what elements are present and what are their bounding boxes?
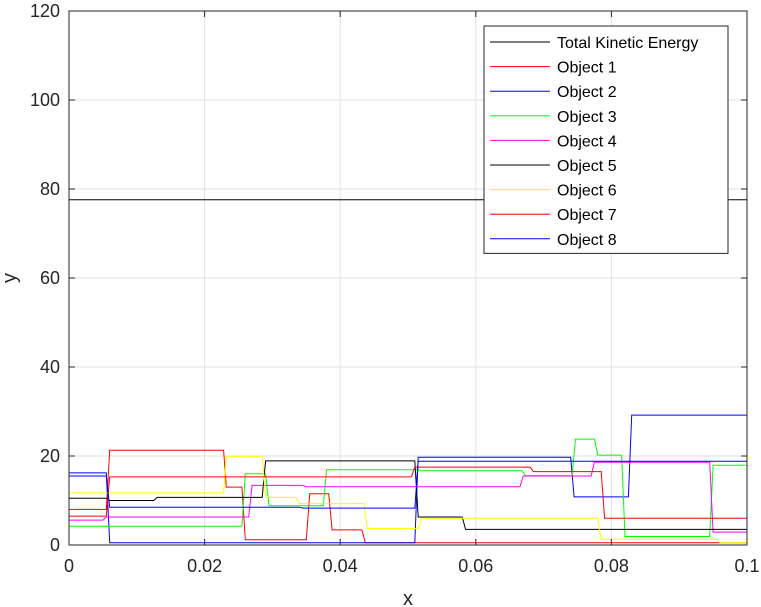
- series-line-1: [69, 449, 747, 544]
- series-line-4: [69, 461, 747, 533]
- series-line-6: [69, 455, 747, 544]
- x-tick-label: 0.08: [594, 556, 629, 576]
- series-line-2: [69, 414, 747, 544]
- y-tick-label: 120: [30, 1, 60, 21]
- legend-entry-label: Object 6: [557, 183, 617, 200]
- x-axis-label: x: [403, 588, 413, 607]
- legend-entry-label: Object 7: [557, 207, 617, 224]
- x-axis-ticks: 0 0.02 0.04 0.06 0.08 0.1: [64, 11, 760, 576]
- x-tick-label: 0.04: [323, 556, 358, 576]
- y-tick-label: 60: [40, 268, 60, 288]
- y-axis-label: y: [0, 273, 21, 283]
- y-axis-ticks: 0 20 40 60 80 100 120: [30, 1, 747, 555]
- x-tick-label: 0.06: [458, 556, 493, 576]
- series-line-8: [69, 460, 747, 509]
- legend-entry-label: Object 8: [557, 232, 617, 249]
- legend-entry-label: Object 2: [557, 84, 617, 101]
- x-tick-label: 0.1: [734, 556, 759, 576]
- y-tick-label: 80: [40, 179, 60, 199]
- y-tick-label: 100: [30, 90, 60, 110]
- legend-entry-label: Object 3: [557, 109, 617, 126]
- series-line-3: [69, 438, 747, 537]
- y-tick-label: 0: [50, 535, 60, 555]
- legend-entry-label: Object 1: [557, 60, 617, 77]
- x-tick-label: 0: [64, 556, 74, 576]
- y-tick-label: 20: [40, 446, 60, 466]
- legend-entry-label: Total Kinetic Energy: [557, 35, 698, 52]
- legend-entry-label: Object 5: [557, 158, 617, 175]
- series-line-7: [69, 466, 747, 519]
- legend: Total Kinetic Energy Object 1 Object 2 Obje…: [483, 25, 729, 254]
- y-tick-label: 40: [40, 357, 60, 377]
- legend-entry-label: Object 4: [557, 133, 617, 150]
- legend-box: [483, 25, 729, 254]
- x-tick-label: 0.02: [187, 556, 222, 576]
- series-layer: [69, 199, 747, 544]
